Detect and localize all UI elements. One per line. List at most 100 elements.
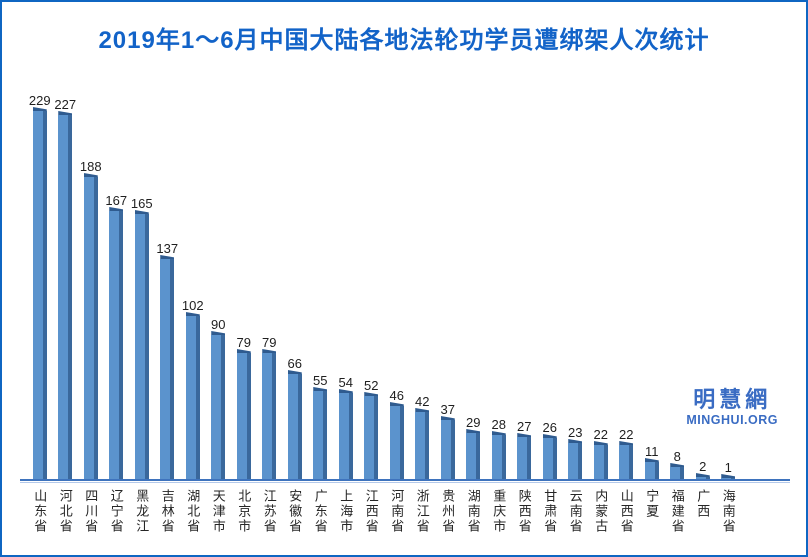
bar xyxy=(236,353,251,480)
bar xyxy=(568,443,583,480)
category-label: 湖南省 xyxy=(461,489,487,534)
chart-title: 2019年1～6月中国大陆各地法轮功学员遭绑架人次统计 xyxy=(98,27,710,54)
bar xyxy=(185,316,200,480)
bar-value-label: 66 xyxy=(287,355,302,371)
category-label-text: 内蒙古 xyxy=(593,489,609,534)
category-label: 甘肃省 xyxy=(537,489,563,534)
bar-value-label: 22 xyxy=(593,426,608,442)
category-label: 北京市 xyxy=(231,489,257,534)
category-label-text: 四川省 xyxy=(83,489,99,534)
bar-group: 29 xyxy=(461,88,487,480)
category-label-text: 湖南省 xyxy=(465,489,481,534)
bar-group: 28 xyxy=(486,88,512,480)
bar xyxy=(262,353,277,480)
bar xyxy=(491,435,506,480)
bar xyxy=(389,406,404,480)
category-label-text: 上海市 xyxy=(338,489,354,534)
bar-group: 165 xyxy=(129,88,155,480)
category-label: 内蒙古 xyxy=(588,489,614,534)
bar-value-label: 102 xyxy=(181,297,204,313)
bar-group: 137 xyxy=(155,88,181,480)
category-label: 福建省 xyxy=(665,489,691,534)
category-label-text: 江西省 xyxy=(363,489,379,534)
category-label: 浙江省 xyxy=(410,489,436,534)
bar-value-label: 46 xyxy=(389,387,404,403)
bar-value-label: 2 xyxy=(699,458,707,474)
category-label: 山东省 xyxy=(27,489,53,534)
bar xyxy=(440,420,455,480)
bar-group: 26 xyxy=(537,88,563,480)
category-axis-labels: 山东省 河北省 四川省 辽宁省 黑龙江 吉林省 湖北省 天津市 北京市 江苏省 安徽省 广东省 上海市江… xyxy=(27,489,741,534)
category-label: 湖北省 xyxy=(180,489,206,534)
bar xyxy=(83,177,98,480)
category-label: 上海市 xyxy=(333,489,359,534)
bar-group: 2 xyxy=(690,88,716,480)
bar xyxy=(670,467,685,480)
category-label: 辽宁省 xyxy=(104,489,130,534)
category-label-text: 天津市 xyxy=(210,489,226,534)
category-label-text: 云南省 xyxy=(567,489,583,534)
bar-value-label: 29 xyxy=(466,414,481,430)
bar-value-label: 22 xyxy=(619,426,634,442)
bar xyxy=(313,391,328,480)
bar-value-label: 28 xyxy=(491,416,506,432)
category-label-text: 陕西省 xyxy=(516,489,532,534)
x-axis-line xyxy=(20,479,790,481)
bar xyxy=(364,396,379,480)
bar xyxy=(415,412,430,480)
bar xyxy=(134,214,149,480)
bar-group: 79 xyxy=(257,88,283,480)
category-label: 广东省 xyxy=(308,489,334,534)
bar-group: 52 xyxy=(359,88,385,480)
category-label: 重庆市 xyxy=(486,489,512,534)
bar xyxy=(593,445,608,480)
bar-group: 54 xyxy=(333,88,359,480)
bar-value-label: 42 xyxy=(415,393,430,409)
category-label-text: 北京市 xyxy=(236,489,252,534)
bar-group: 46 xyxy=(384,88,410,480)
category-label-text: 甘肃省 xyxy=(542,489,558,534)
category-label-text: 宁夏 xyxy=(644,489,660,519)
category-label: 河北省 xyxy=(53,489,79,534)
bar-value-label: 165 xyxy=(130,195,153,211)
category-label-text: 安徽省 xyxy=(287,489,303,534)
bar-value-label: 79 xyxy=(262,334,277,350)
bar-value-label: 27 xyxy=(517,418,532,434)
bar xyxy=(644,462,659,480)
bar-group: 22 xyxy=(614,88,640,480)
bar xyxy=(160,259,175,480)
category-label-text: 黑龙江 xyxy=(134,489,150,534)
bar-group: 102 xyxy=(180,88,206,480)
category-label-text: 湖北省 xyxy=(185,489,201,534)
category-label-text: 广东省 xyxy=(312,489,328,534)
category-label-text: 福建省 xyxy=(669,489,685,534)
bar-value-label: 137 xyxy=(156,240,179,256)
category-label-text: 河北省 xyxy=(57,489,73,534)
category-label-text: 浙江省 xyxy=(414,489,430,534)
bar-value-label: 52 xyxy=(364,377,379,393)
bar-value-label: 26 xyxy=(542,419,557,435)
category-label: 四川省 xyxy=(78,489,104,534)
bars-container: 229 227 188 167 165 137 102 90 79 79 66 55 54 52 46 42 3… xyxy=(27,88,741,480)
bar-group: 229 xyxy=(27,88,53,480)
watermark-url-text: MINGHUI.ORG xyxy=(686,413,778,428)
bar-group: 8 xyxy=(665,88,691,480)
bar-group: 11 xyxy=(639,88,665,480)
bar-value-label: 8 xyxy=(673,448,681,464)
bar xyxy=(32,111,47,480)
category-label: 河南省 xyxy=(384,489,410,534)
bar-group: 55 xyxy=(308,88,334,480)
bar-group: 188 xyxy=(78,88,104,480)
bar-group: 227 xyxy=(53,88,79,480)
bar-value-label: 1 xyxy=(724,459,732,475)
bar-group: 22 xyxy=(588,88,614,480)
bar-group: 27 xyxy=(512,88,538,480)
x-axis-line-shadow xyxy=(20,482,790,483)
minghui-watermark: 明慧網 MINGHUI.ORG xyxy=(686,388,778,427)
bar-group: 37 xyxy=(435,88,461,480)
category-label-text: 辽宁省 xyxy=(108,489,124,534)
category-label-text: 贵州省 xyxy=(440,489,456,534)
category-label: 海南省 xyxy=(716,489,742,534)
category-label: 吉林省 xyxy=(155,489,181,534)
bar xyxy=(542,438,557,480)
